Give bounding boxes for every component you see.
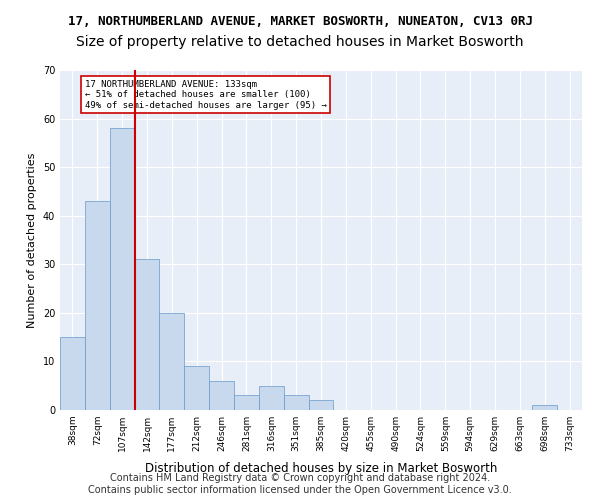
Text: Size of property relative to detached houses in Market Bosworth: Size of property relative to detached ho…	[76, 35, 524, 49]
Text: 17 NORTHUMBERLAND AVENUE: 133sqm
← 51% of detached houses are smaller (100)
49% : 17 NORTHUMBERLAND AVENUE: 133sqm ← 51% o…	[85, 80, 327, 110]
Bar	[134, 260, 160, 410]
Bar	[532, 405, 557, 410]
Bar	[259, 386, 284, 410]
Bar	[160, 313, 184, 410]
Text: 17, NORTHUMBERLAND AVENUE, MARKET BOSWORTH, NUNEATON, CV13 0RJ: 17, NORTHUMBERLAND AVENUE, MARKET BOSWOR…	[67, 15, 533, 28]
Bar	[209, 381, 234, 410]
X-axis label: Distribution of detached houses by size in Market Bosworth: Distribution of detached houses by size …	[145, 462, 497, 475]
Bar	[234, 396, 259, 410]
Bar	[85, 201, 110, 410]
Bar	[60, 337, 85, 410]
Text: Contains HM Land Registry data © Crown copyright and database right 2024.
Contai: Contains HM Land Registry data © Crown c…	[88, 474, 512, 495]
Y-axis label: Number of detached properties: Number of detached properties	[27, 152, 37, 328]
Bar	[284, 396, 308, 410]
Bar	[308, 400, 334, 410]
Bar	[184, 366, 209, 410]
Bar	[110, 128, 134, 410]
